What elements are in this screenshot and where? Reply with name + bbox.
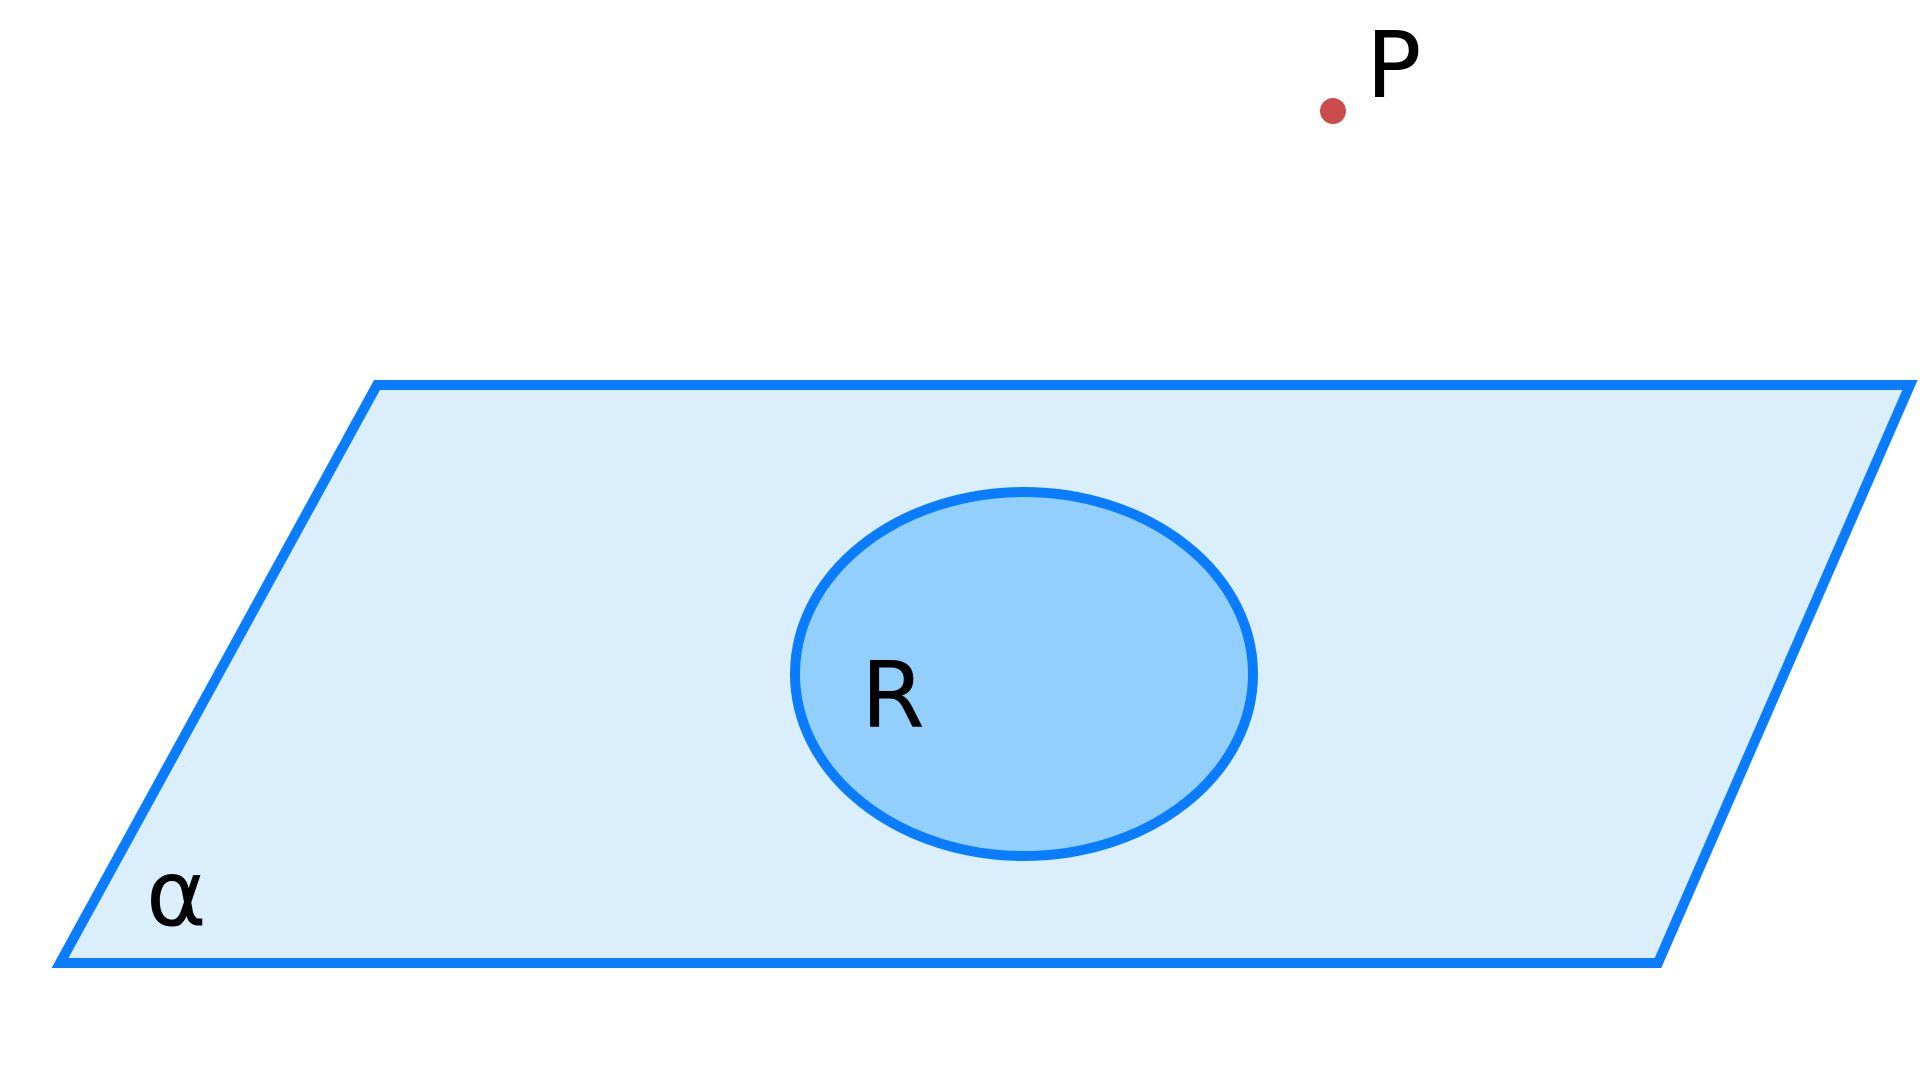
point-p xyxy=(1320,98,1346,124)
region-r xyxy=(790,487,1258,861)
plane-alpha-label: α xyxy=(146,840,207,947)
point-p-label: P xyxy=(1366,12,1421,119)
region-r-label: R xyxy=(861,642,925,749)
